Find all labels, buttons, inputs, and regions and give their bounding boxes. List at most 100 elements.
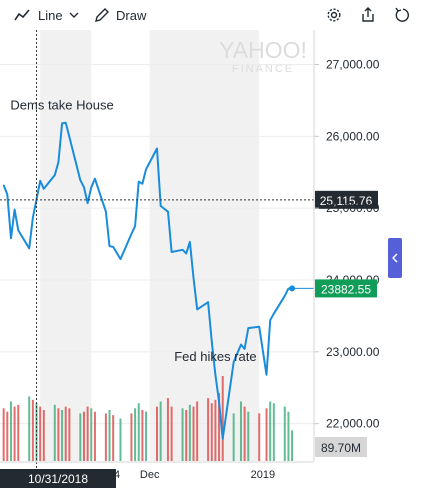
price-point [171, 251, 173, 253]
volume-bar [243, 406, 246, 461]
volume-bar [108, 410, 111, 461]
volume-bar [239, 401, 242, 461]
price-point [244, 348, 246, 350]
price-point [247, 327, 249, 329]
panel-expand-button[interactable] [388, 238, 402, 278]
draw-button[interactable]: Draw [116, 7, 147, 23]
price-point [43, 188, 45, 190]
volume-bar [31, 399, 34, 461]
line-chart-icon[interactable] [12, 5, 32, 25]
volume-box [315, 437, 367, 457]
price-point [3, 184, 5, 186]
price-point [14, 208, 16, 211]
price-point [167, 211, 169, 213]
price-point [218, 401, 220, 403]
price-point [138, 180, 140, 183]
y-axis: 27,000.0026,000.0025,000.0024,000.0023,0… [313, 30, 380, 461]
annotation-label: Dems take House [10, 97, 113, 112]
volume-bar [159, 401, 162, 461]
volume-bar [145, 411, 148, 461]
volume-bar [192, 406, 195, 461]
price-point [265, 374, 268, 376]
x-tick-label: 2019 [251, 469, 275, 481]
price-point [105, 211, 107, 213]
crosshair-y-box [315, 190, 378, 209]
last-price-box [315, 279, 377, 298]
volume-bar [104, 413, 107, 461]
price-point [90, 186, 92, 188]
volume-bar [185, 410, 188, 461]
volume-bar [64, 406, 67, 461]
reset-icon[interactable] [392, 5, 412, 25]
chevron-left-icon [392, 253, 398, 263]
price-point [160, 205, 162, 207]
price-point [258, 326, 260, 328]
price-point [141, 183, 143, 185]
y-tick-label: 23,000.00 [326, 345, 380, 359]
price-point [192, 277, 195, 279]
volume-bar [272, 403, 275, 461]
chart-type-select[interactable]: Line [38, 0, 79, 30]
price-point [83, 186, 85, 188]
price-point [39, 180, 41, 182]
volume-bar [53, 404, 56, 461]
price-point [119, 258, 122, 260]
volume-bar [90, 408, 93, 461]
volume-bar [218, 393, 221, 461]
price-point [211, 341, 213, 343]
volume-bar [181, 408, 184, 461]
volume-bar [137, 403, 140, 461]
price-point [61, 122, 63, 124]
pencil-icon[interactable] [92, 5, 112, 25]
price-point [134, 225, 136, 227]
gear-icon[interactable] [324, 5, 344, 25]
price-point [185, 252, 187, 255]
price-point [156, 147, 158, 150]
crosshair-x-label: 10/31/2018 [28, 472, 88, 486]
crosshair-layer: 25,115.76 [0, 30, 378, 483]
price-point [94, 178, 96, 180]
price-point [79, 179, 81, 181]
price-point [28, 247, 30, 249]
volume-bar [57, 408, 60, 461]
volume-bar [210, 403, 213, 461]
price-line [2, 121, 293, 440]
volume-bar [207, 398, 210, 461]
share-icon[interactable] [358, 5, 378, 25]
price-point [189, 241, 191, 243]
price-point [130, 233, 133, 235]
volume-bar [119, 418, 122, 461]
volume-bar [283, 406, 286, 461]
x-axis: Dec 2019 4 10/31/2018 [0, 461, 314, 488]
volume-bar [39, 406, 42, 461]
price-point [240, 344, 242, 346]
volume-bar [188, 404, 191, 461]
shaded-period [40, 30, 92, 461]
volume-bar [130, 413, 133, 461]
watermark-line1: YAHOO! [219, 37, 307, 63]
volume-bars [2, 376, 294, 461]
price-point [6, 193, 8, 196]
price-point [284, 295, 286, 297]
price-point [273, 313, 275, 315]
volume-bar [258, 413, 261, 461]
price-point [112, 246, 114, 248]
crosshair-x-box [0, 469, 116, 488]
volume-bar [9, 401, 12, 461]
price-line-layer [2, 121, 314, 440]
volume-bar [265, 408, 268, 461]
volume-bar [61, 410, 64, 461]
watermark-line2: FINANCE [232, 63, 294, 75]
volume-bar [214, 399, 217, 461]
shaded-period-layer [40, 30, 260, 461]
chevron-down-icon [69, 12, 79, 18]
volume-bar [287, 411, 290, 461]
volume-bar [112, 415, 115, 461]
price-point [17, 229, 19, 232]
price-point [207, 301, 209, 303]
volume-bar [156, 406, 158, 461]
volume-bar [269, 401, 272, 461]
volume-bar [86, 406, 89, 461]
volume-bar [166, 398, 169, 461]
